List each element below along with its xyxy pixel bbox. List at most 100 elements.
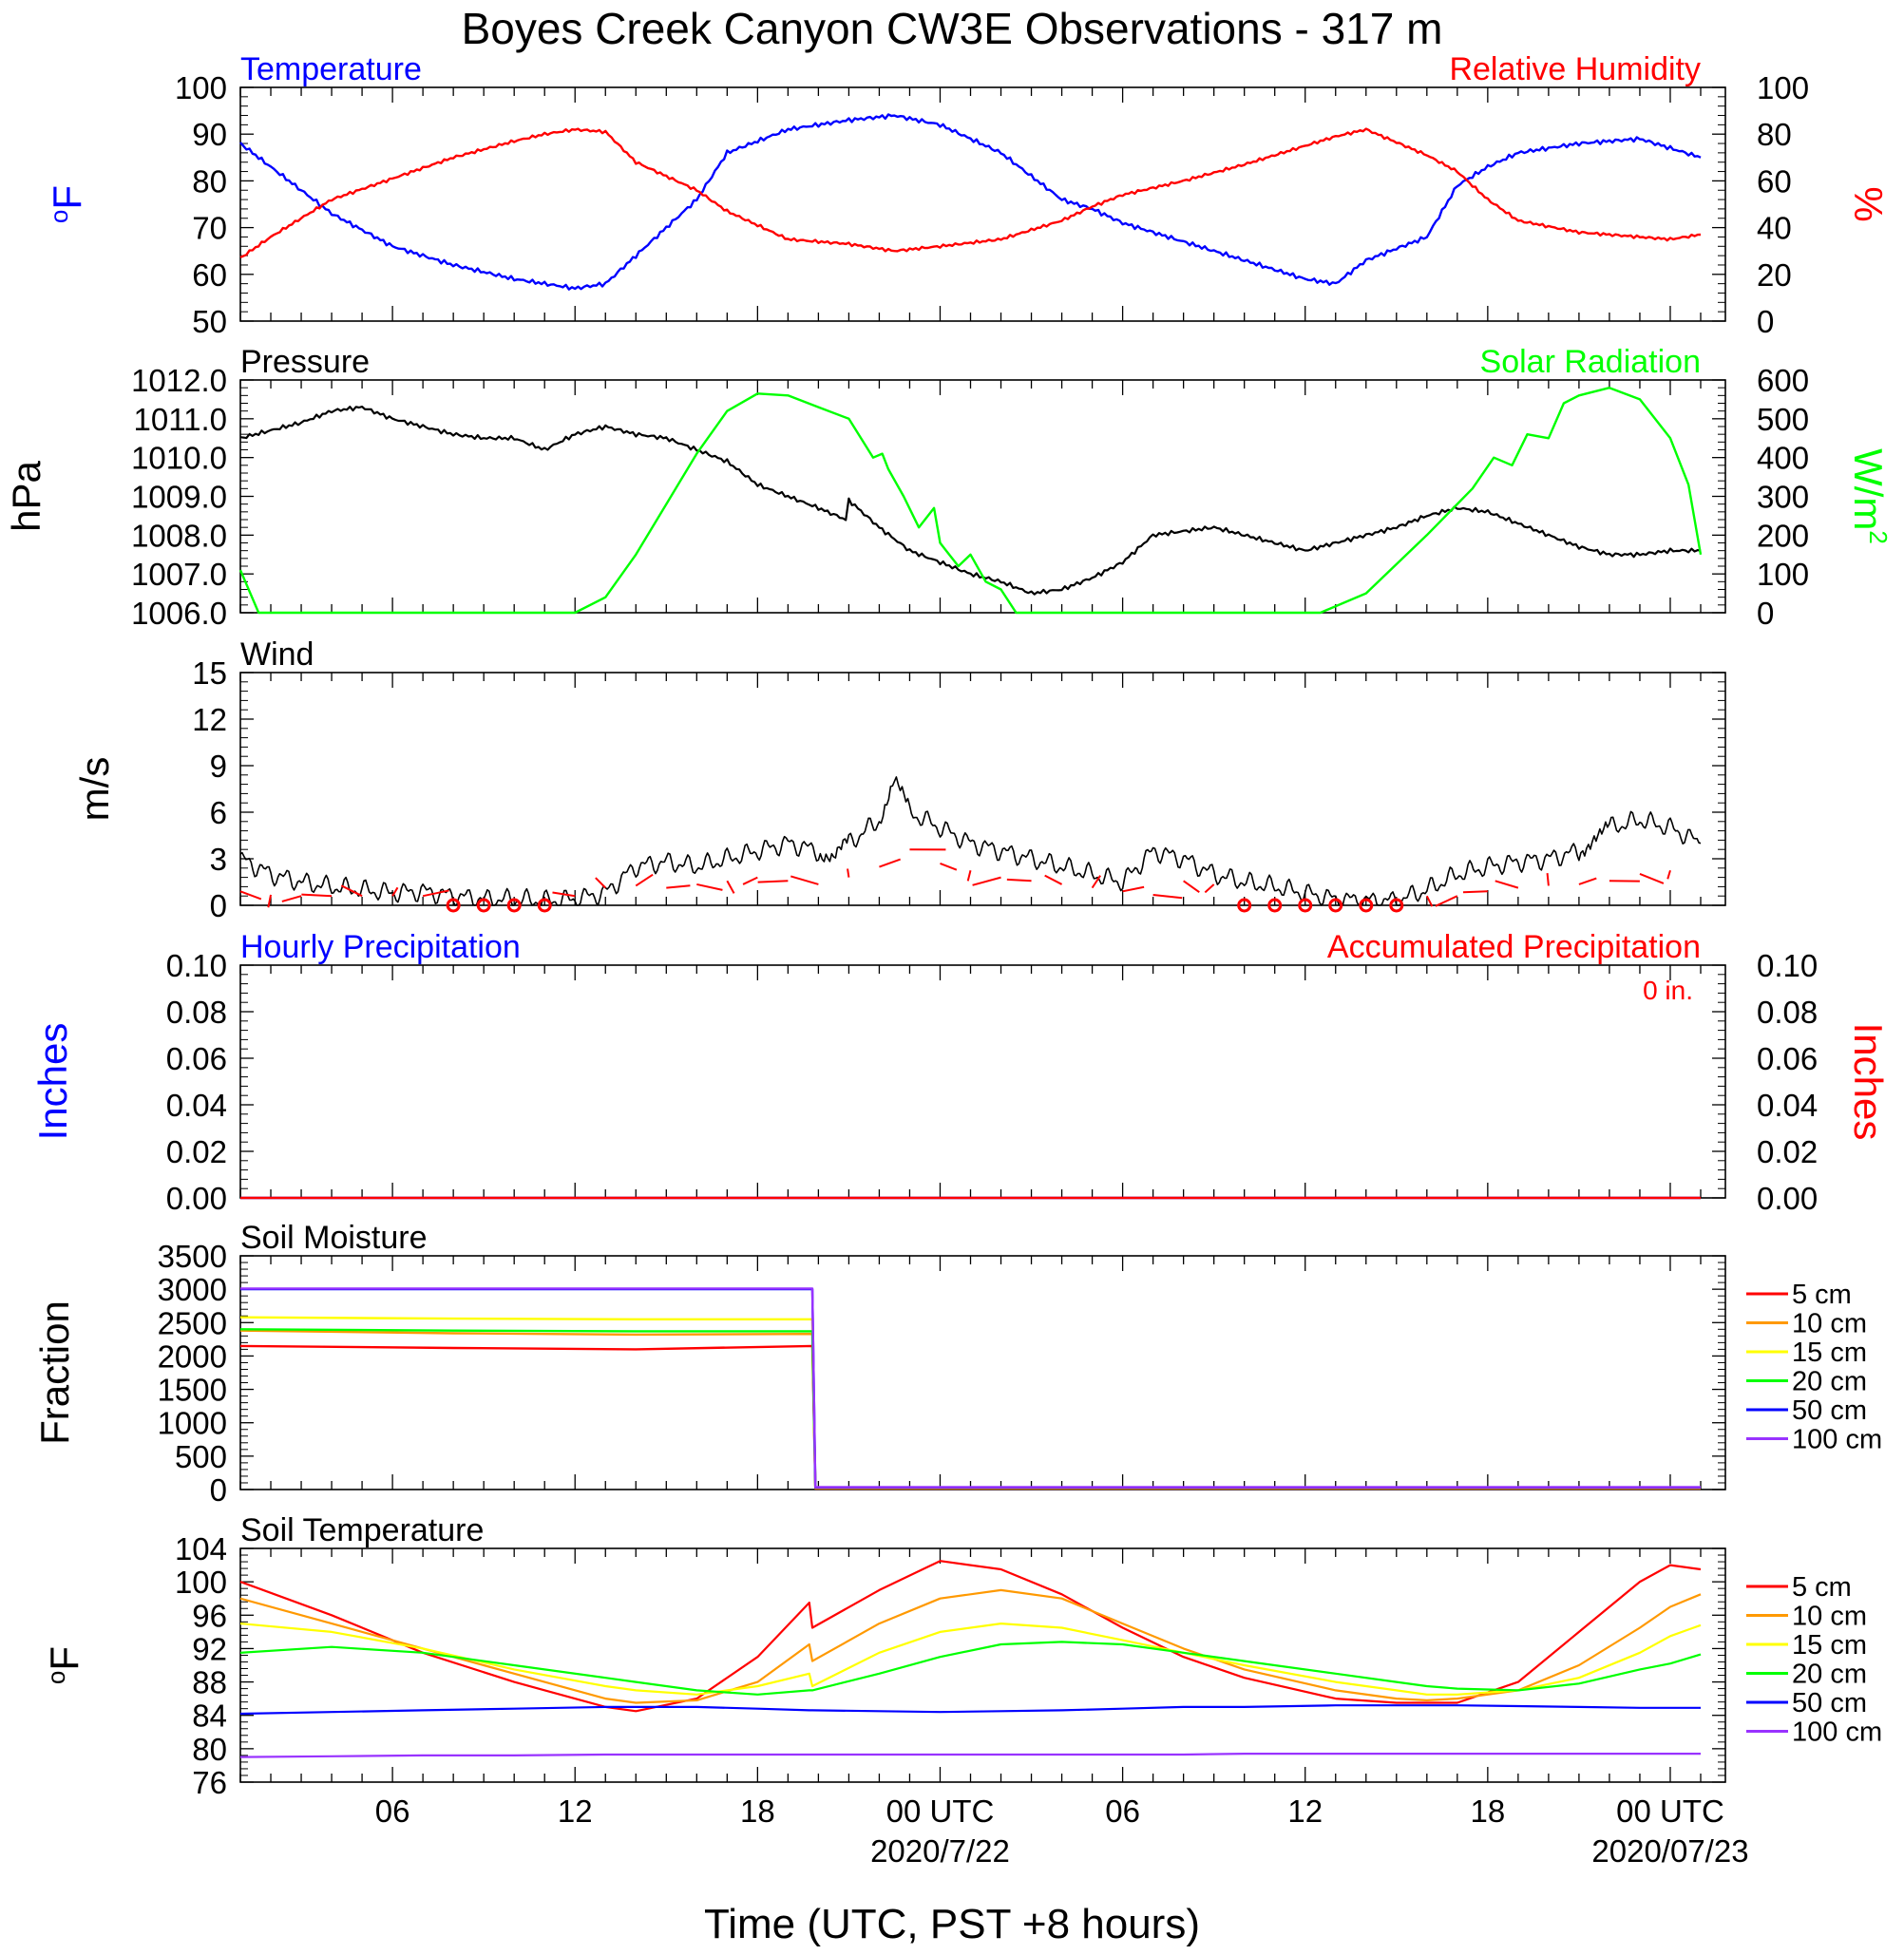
pressure-solar-ytick-right-label: 500 — [1757, 402, 1809, 437]
pressure-solar-ytick-label: 1009.0 — [131, 480, 227, 515]
pressure-solar-ytick-label: 1006.0 — [131, 596, 227, 631]
wind-calm-marker — [506, 898, 522, 913]
soil-temp-ytick-label: 88 — [192, 1665, 227, 1700]
wind-barb — [1091, 875, 1101, 889]
wind-barb — [340, 884, 363, 898]
precip-ytick-label: 0.02 — [166, 1134, 227, 1169]
wind-barb — [757, 880, 789, 883]
soil-temp-frame — [239, 1547, 1726, 1783]
soil-moisture-unit: Fraction — [32, 1300, 77, 1445]
hourly-precip-unit: Inches — [30, 1023, 75, 1141]
soil-moisture-ytick-label: 2500 — [158, 1305, 227, 1340]
x-date-label: 2020/7/22 — [870, 1833, 1010, 1869]
wind-barb — [267, 894, 273, 908]
soil-temp-ytick-label: 96 — [192, 1598, 227, 1633]
x-tick-label: 12 — [558, 1794, 593, 1829]
wind-calm-marker — [1389, 898, 1404, 913]
wind-calm-marker — [1359, 898, 1374, 913]
wind-barb — [635, 873, 654, 887]
temp-rh-ytick-right-label: 40 — [1757, 211, 1792, 246]
precip-ytick-label: 0.04 — [166, 1088, 227, 1123]
pressure-unit: hPa — [4, 460, 48, 531]
wind-barb — [422, 889, 449, 898]
soil-temp-ytick-label: 76 — [192, 1765, 227, 1800]
wind-barb — [391, 886, 399, 897]
soil-temp-line-100cm — [239, 1752, 1701, 1758]
wind-barb — [1495, 880, 1519, 889]
soil-temp-ytick-label: 80 — [192, 1732, 227, 1767]
x-tick-label: 00 UTC — [1616, 1794, 1724, 1829]
soil-moisture-legend-label: 10 cm — [1792, 1309, 1867, 1339]
x-tick-label: 00 UTC — [886, 1794, 995, 1829]
temp-rh-ytick-right-label: 80 — [1757, 117, 1792, 152]
temp-rh-ytick-label: 90 — [192, 117, 227, 152]
pressure-solar-ytick-label: 1007.0 — [131, 557, 227, 592]
accum-precip-unit: Inches — [1846, 1023, 1891, 1141]
x-tick-label: 12 — [1287, 1794, 1323, 1829]
soil-temp-legend-label: 10 cm — [1792, 1602, 1867, 1632]
precip-frame — [239, 964, 1726, 1199]
temp-rh-ytick-right-label: 100 — [1757, 70, 1809, 105]
wind-barb — [940, 862, 958, 871]
wind-barb — [879, 858, 902, 868]
soil-moisture-ytick-label: 500 — [175, 1439, 227, 1474]
precip-ytick-label: 0.00 — [166, 1181, 227, 1216]
humidity-unit: % — [1846, 186, 1891, 221]
wind-ytick-label: 0 — [210, 888, 227, 923]
wind-barb — [552, 891, 576, 898]
soil-moisture-ytick-label: 3500 — [158, 1239, 227, 1274]
wind-calm-marker — [446, 898, 461, 913]
wind-barb — [1639, 872, 1665, 884]
pressure-solar-ytick-right-label: 200 — [1757, 518, 1809, 553]
soil-moisture-legend-label: 50 cm — [1792, 1395, 1867, 1426]
pressure-solar-ytick-right-label: 300 — [1757, 480, 1809, 515]
wind-barb — [1462, 890, 1488, 894]
wind-barb — [1435, 895, 1458, 907]
x-tick-label: 18 — [1470, 1794, 1505, 1829]
soil-temp-legend-label: 15 cm — [1792, 1630, 1867, 1661]
wind-barb — [972, 876, 1001, 886]
soil-temp-title: Soil Temperature — [240, 1512, 484, 1548]
hourly-precip-title: Hourly Precipitation — [240, 929, 521, 965]
wind-calm-marker — [1237, 898, 1252, 913]
wind-barb — [1152, 893, 1183, 900]
temp-rh-ytick-label: 100 — [175, 70, 227, 105]
humidity-line — [239, 127, 1702, 258]
soil-temp-unit: oF — [42, 1646, 86, 1684]
accum-precip-title: Accumulated Precipitation — [1327, 929, 1701, 965]
solar-unit: W/m2 — [1846, 448, 1893, 544]
pressure-title: Pressure — [240, 344, 370, 380]
x-date-label: 2020/07/23 — [1591, 1833, 1748, 1869]
wind-ytick-label: 9 — [210, 749, 227, 784]
x-tick-label: 06 — [1105, 1794, 1140, 1829]
soil-moisture-line-15cm — [239, 1316, 1701, 1490]
wind-barb — [1183, 880, 1200, 894]
soil-temp-legend-label: 5 cm — [1792, 1572, 1852, 1603]
wind-calm-marker — [1267, 898, 1283, 913]
wind-barb — [696, 883, 723, 891]
precip-ytick-right-label: 0.00 — [1757, 1181, 1818, 1216]
temperature-line — [239, 113, 1702, 291]
soil-moisture-ytick-label: 1000 — [158, 1406, 227, 1441]
pressure-line — [239, 406, 1702, 596]
figure-title: Boyes Creek Canyon CW3E Observations - 3… — [462, 4, 1443, 53]
precip-ytick-label: 0.10 — [166, 948, 227, 983]
soil-moisture-legend-label: 5 cm — [1792, 1280, 1852, 1310]
soil-temp-legend-label: 100 cm — [1792, 1718, 1882, 1748]
precip-ytick-right-label: 0.04 — [1757, 1088, 1818, 1123]
soil-moisture-ytick-label: 1500 — [158, 1373, 227, 1408]
pressure-solar-ytick-right-label: 100 — [1757, 557, 1809, 592]
temp-rh-ytick-right-label: 20 — [1757, 257, 1792, 293]
solar-title: Solar Radiation — [1480, 344, 1701, 380]
wind-ytick-label: 3 — [210, 842, 227, 877]
soil-moisture-legend-label: 100 cm — [1792, 1425, 1882, 1455]
wind-barb — [1204, 883, 1215, 894]
wind-ytick-label: 15 — [192, 655, 227, 691]
wind-frame — [239, 672, 1726, 906]
wind-barb — [595, 877, 606, 889]
wind-barb — [1578, 877, 1597, 885]
accum-precip-total: 0 in. — [1643, 976, 1693, 1005]
wind-barb — [1122, 885, 1145, 893]
x-tick-label: 18 — [740, 1794, 775, 1829]
soil-moisture-legend-label: 15 cm — [1792, 1338, 1867, 1368]
